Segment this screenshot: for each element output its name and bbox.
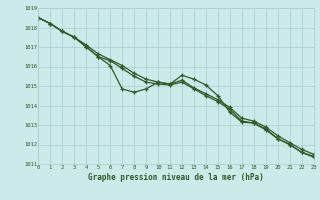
X-axis label: Graphe pression niveau de la mer (hPa): Graphe pression niveau de la mer (hPa): [88, 173, 264, 182]
